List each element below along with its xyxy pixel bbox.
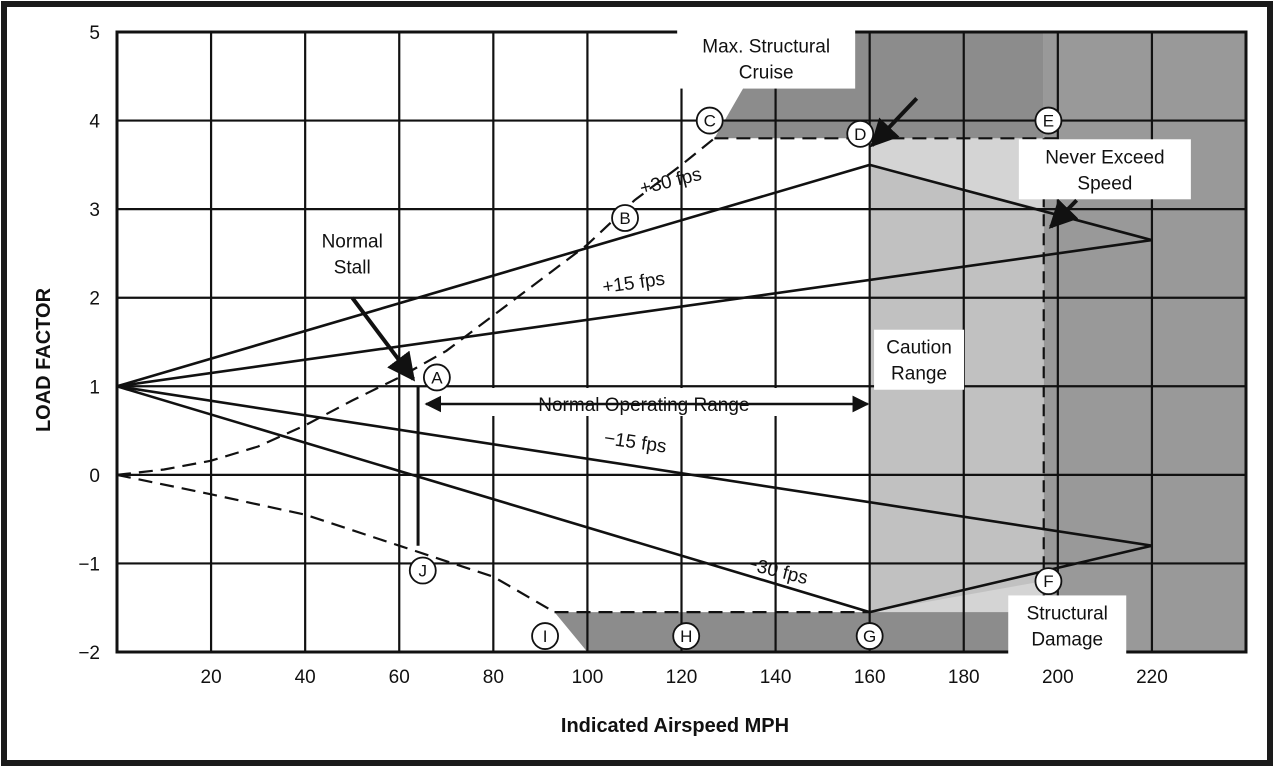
point-label: I [543, 627, 548, 646]
x-tick-label: 80 [483, 667, 504, 688]
point-marker [855, 622, 884, 650]
y-axis-label: LOAD FACTOR [33, 287, 55, 432]
normal-stall-pointer [350, 296, 416, 382]
point-marker [531, 622, 559, 650]
normal-stall-bg [317, 223, 388, 284]
point-label: B [619, 209, 630, 228]
structural-damage-label: Structural [1027, 603, 1108, 624]
never-exceed-speed-label: Never Exceed [1045, 147, 1164, 168]
structural-damage-zone-bottom [554, 612, 1044, 652]
point-marker [611, 204, 639, 232]
point-label: D [854, 125, 866, 144]
x-tick-label: 160 [854, 667, 886, 688]
boundary-negative-stall [116, 473, 556, 614]
point-marker [672, 622, 701, 650]
caution-range-label: Caution [886, 338, 952, 359]
never-exceed-speed-bg [1018, 139, 1191, 200]
x-tick-label: 120 [666, 667, 698, 688]
x-tick-label: 100 [572, 667, 604, 688]
y-tick-label: −2 [78, 643, 100, 664]
point-marker [695, 106, 724, 135]
y-tick-label: 2 [89, 289, 100, 310]
point-label: A [431, 368, 443, 387]
normal-operating-range-label: Normal Operating Range [538, 395, 749, 416]
structural-damage-label: Damage [1031, 629, 1103, 650]
x-tick-label: 220 [1136, 667, 1168, 688]
max-structural-cruise-bg [677, 28, 856, 89]
x-tick-label: 200 [1042, 667, 1074, 688]
point-marker [408, 556, 437, 585]
normal-stall-label: Normal [322, 231, 383, 252]
y-tick-label: 0 [89, 466, 100, 487]
x-tick-label: 180 [948, 667, 980, 688]
never-exceed-zone [1043, 32, 1246, 652]
never-exceed-speed-label: Speed [1077, 173, 1132, 194]
point-label: G [863, 627, 876, 646]
caution-range-label: Range [891, 364, 947, 385]
max-structural-cruise-label: Max. Structural [702, 37, 830, 58]
x-tick-label: 20 [201, 667, 222, 688]
gust-line-2 [116, 385, 1153, 547]
point-marker [1034, 106, 1063, 135]
normal-stall-label: Stall [334, 257, 371, 278]
point-label: F [1043, 572, 1053, 591]
y-tick-label: 3 [89, 200, 100, 221]
max-cruise-pointer [870, 97, 919, 148]
point-marker [422, 363, 451, 392]
point-marker [846, 119, 875, 148]
x-tick-label: 140 [760, 667, 792, 688]
never-exceed-pointer [1048, 198, 1079, 229]
max-structural-cruise-label: Cruise [739, 63, 794, 84]
point-label: J [419, 562, 428, 581]
y-tick-label: 5 [89, 23, 100, 44]
point-marker [1034, 567, 1063, 596]
x-axis-label: Indicated Airspeed MPH [561, 715, 789, 737]
y-tick-label: 1 [89, 377, 100, 398]
point-label: C [704, 112, 716, 131]
caution-range-bg [874, 329, 965, 390]
gust-line-1 [116, 238, 1153, 388]
x-tick-label: 60 [389, 667, 410, 688]
point-label: H [680, 627, 692, 646]
y-tick-label: −1 [78, 554, 100, 575]
y-tick-label: 4 [89, 112, 100, 133]
point-label: E [1043, 112, 1054, 131]
x-tick-label: 40 [295, 667, 316, 688]
structural-damage-bg [1008, 595, 1127, 656]
